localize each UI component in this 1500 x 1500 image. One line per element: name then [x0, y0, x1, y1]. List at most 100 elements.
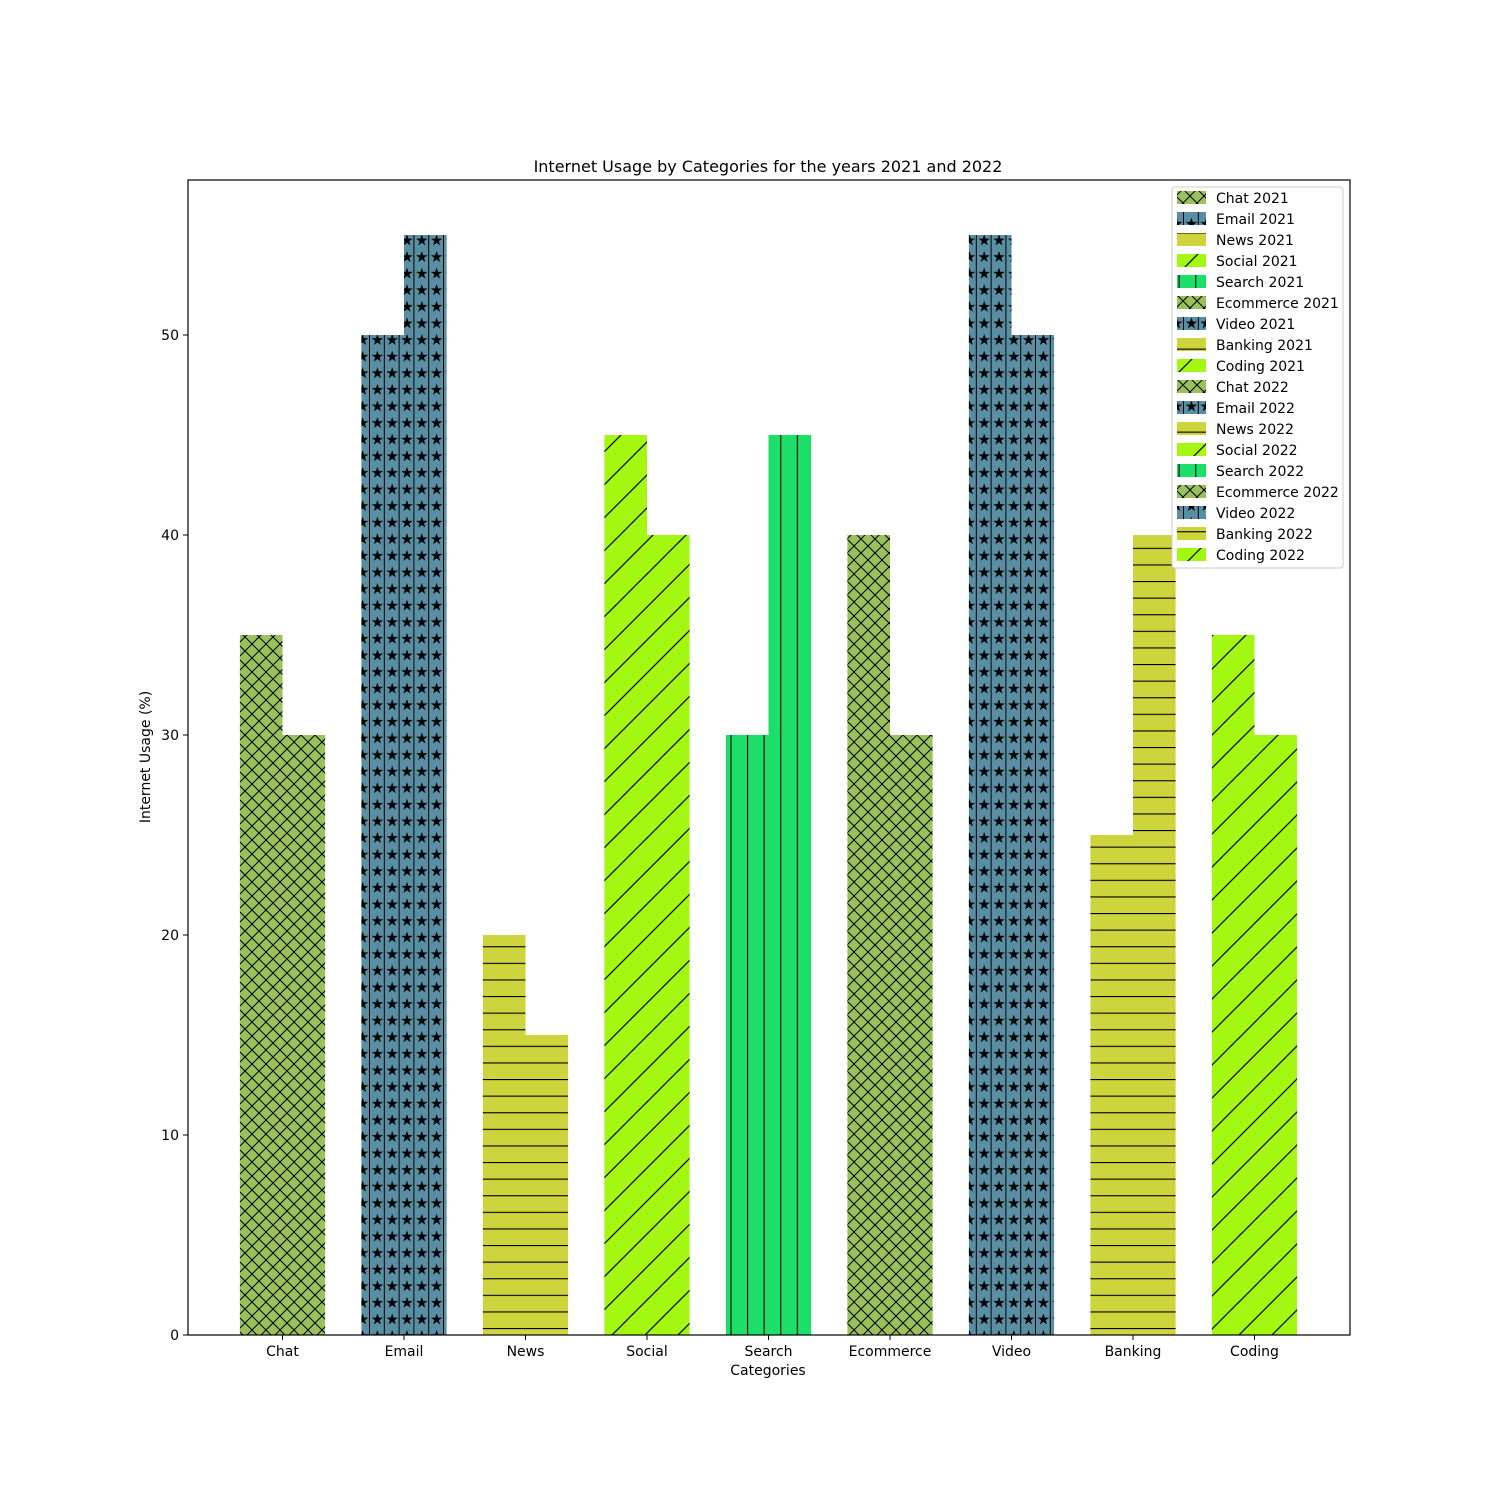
bar-hatch: [482, 935, 526, 1335]
legend-swatch-hatch: [1177, 191, 1206, 204]
bar-email-2022: [404, 235, 447, 1335]
legend-swatch-hatch: [1177, 338, 1206, 351]
x-tick-label-news: News: [507, 1344, 545, 1360]
legend-item: Social 2021: [1177, 254, 1298, 270]
legend-label: Banking 2021: [1216, 338, 1313, 354]
x-tick-label-social: Social: [626, 1344, 668, 1360]
legend-item: Ecommerce 2022: [1177, 485, 1339, 501]
legend-swatch-hatch: [1177, 422, 1206, 435]
legend-swatch-hatch: [1177, 359, 1206, 372]
bar-chat-2022: [282, 735, 326, 1335]
bar-hatch: [890, 735, 933, 1335]
bar-hatch: [1133, 535, 1176, 1335]
legend-item: Banking 2022: [1177, 527, 1313, 543]
bar-hatch: [404, 235, 447, 1335]
x-tick-label-banking: Banking: [1105, 1344, 1162, 1360]
legend-item: Chat 2021: [1177, 191, 1289, 207]
y-tick-label: 20: [161, 928, 179, 944]
legend-label: Ecommerce 2022: [1216, 485, 1339, 501]
legend-label: Banking 2022: [1216, 527, 1313, 543]
legend-swatch-hatch: [1177, 443, 1206, 456]
legend-label: Video 2022: [1216, 506, 1295, 522]
bar-hatch: [239, 635, 283, 1335]
bar-search-2021: [725, 735, 769, 1335]
legend-label: Social 2022: [1216, 443, 1298, 459]
bar-social-2021: [604, 435, 647, 1335]
bar-video-2021: [968, 235, 1012, 1335]
y-tick-label: 50: [161, 328, 179, 344]
legend-swatch-hatch: [1177, 275, 1206, 288]
legend-label: Coding 2022: [1216, 548, 1305, 564]
legend-item: Email 2022: [1177, 401, 1295, 417]
bar-hatch: [968, 235, 1012, 1335]
y-axis: 0 10 20 30 40 50: [161, 328, 188, 1344]
legend-item: Search 2022: [1177, 464, 1304, 480]
bar-social-2022: [647, 535, 690, 1335]
bar-news-2022: [525, 1035, 569, 1335]
legend-label: News 2021: [1216, 233, 1294, 249]
x-tick-label-search: Search: [744, 1344, 792, 1360]
bar-coding-2021: [1211, 635, 1255, 1335]
legend-item: Email 2021: [1177, 212, 1295, 228]
legend-swatch-hatch: [1177, 296, 1206, 309]
bar-hatch: [768, 435, 812, 1335]
legend-label: Video 2021: [1216, 317, 1295, 333]
x-tick-label-video: Video: [992, 1344, 1031, 1360]
bar-hatch: [725, 735, 769, 1335]
legend-item: Coding 2021: [1177, 359, 1305, 375]
x-tick-label-email: Email: [385, 1344, 424, 1360]
legend-label: Email 2022: [1216, 401, 1295, 417]
bar-chat-2021: [239, 635, 283, 1335]
bar-video-2022: [1011, 335, 1055, 1335]
legend-label: Search 2022: [1216, 464, 1304, 480]
bar-banking-2021: [1090, 835, 1133, 1335]
legend-item: Banking 2021: [1177, 338, 1313, 354]
legend-label: Social 2021: [1216, 254, 1298, 270]
legend: Chat 2021 Email 2021 News 2021 Social 2021 S…: [1171, 186, 1344, 569]
bar-coding-2022: [1254, 735, 1298, 1335]
legend-label: Ecommerce 2021: [1216, 296, 1339, 312]
y-axis-label: Internet Usage (%): [138, 691, 154, 823]
bar-search-2022: [768, 435, 812, 1335]
bar-ecommerce-2021: [847, 535, 890, 1335]
legend-swatch-hatch: [1177, 506, 1206, 519]
legend-swatch-hatch: [1177, 233, 1206, 246]
bar-hatch: [604, 435, 647, 1335]
bar-hatch: [1254, 735, 1298, 1335]
legend-item: Social 2022: [1177, 443, 1298, 459]
legend-label: Email 2021: [1216, 212, 1295, 228]
bar-hatch: [1011, 335, 1055, 1335]
legend-item: Video 2022: [1177, 506, 1295, 522]
legend-swatch-hatch: [1177, 485, 1206, 498]
bar-email-2021: [361, 335, 404, 1335]
bar-ecommerce-2022: [890, 735, 933, 1335]
legend-swatch-hatch: [1177, 527, 1206, 540]
y-tick-label: 10: [161, 1128, 179, 1144]
legend-label: Chat 2022: [1216, 380, 1289, 396]
y-tick-label: 30: [161, 728, 179, 744]
legend-label: Coding 2021: [1216, 359, 1305, 375]
bar-hatch: [1090, 835, 1133, 1335]
x-tick-label-coding: Coding: [1230, 1344, 1279, 1360]
legend-swatch-hatch: [1177, 317, 1206, 330]
x-axis: Chat Email News Social Search Ecommerce Video B…: [266, 1335, 1279, 1360]
chart-title: Internet Usage by Categories for the yea…: [534, 157, 1003, 176]
bar-banking-2022: [1133, 535, 1176, 1335]
legend-frame: [1171, 186, 1344, 569]
legend-item: News 2022: [1177, 422, 1294, 438]
x-tick-label-chat: Chat: [266, 1344, 299, 1360]
legend-swatch-hatch: [1177, 548, 1206, 561]
bars-layer: [239, 235, 1298, 1335]
legend-item: Video 2021: [1177, 317, 1295, 333]
bar-hatch: [847, 535, 890, 1335]
bar-hatch: [1211, 635, 1255, 1335]
legend-swatch-hatch: [1177, 254, 1206, 267]
bar-hatch: [361, 335, 404, 1335]
bar-hatch: [525, 1035, 569, 1335]
bar-hatch: [647, 535, 690, 1335]
x-axis-label: Categories: [730, 1363, 805, 1379]
legend-label: Chat 2021: [1216, 191, 1289, 207]
bar-news-2021: [482, 935, 526, 1335]
legend-swatch-hatch: [1177, 380, 1206, 393]
